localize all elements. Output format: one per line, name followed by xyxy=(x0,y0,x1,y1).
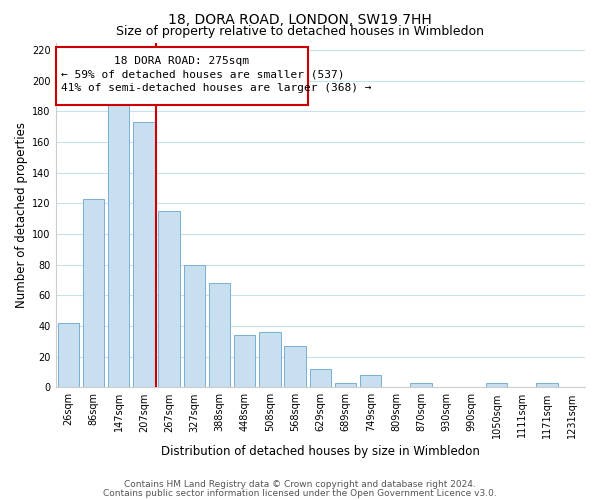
Bar xyxy=(486,382,508,388)
Bar xyxy=(108,106,130,388)
Bar xyxy=(234,335,256,388)
Bar xyxy=(133,122,155,388)
Text: Contains HM Land Registry data © Crown copyright and database right 2024.: Contains HM Land Registry data © Crown c… xyxy=(124,480,476,489)
Bar xyxy=(310,369,331,388)
Bar xyxy=(58,323,79,388)
Bar xyxy=(158,211,180,388)
Text: ← 59% of detached houses are smaller (537): ← 59% of detached houses are smaller (53… xyxy=(61,70,344,80)
X-axis label: Distribution of detached houses by size in Wimbledon: Distribution of detached houses by size … xyxy=(161,444,480,458)
FancyBboxPatch shape xyxy=(56,47,308,106)
Text: Size of property relative to detached houses in Wimbledon: Size of property relative to detached ho… xyxy=(116,25,484,38)
Bar xyxy=(209,283,230,388)
Bar xyxy=(335,382,356,388)
Bar xyxy=(259,332,281,388)
Bar xyxy=(410,382,432,388)
Y-axis label: Number of detached properties: Number of detached properties xyxy=(15,122,28,308)
Bar xyxy=(83,199,104,388)
Text: 18, DORA ROAD, LONDON, SW19 7HH: 18, DORA ROAD, LONDON, SW19 7HH xyxy=(168,12,432,26)
Bar xyxy=(536,382,558,388)
Bar xyxy=(360,375,382,388)
Text: Contains public sector information licensed under the Open Government Licence v3: Contains public sector information licen… xyxy=(103,488,497,498)
Text: 18 DORA ROAD: 275sqm: 18 DORA ROAD: 275sqm xyxy=(115,56,250,66)
Bar xyxy=(184,264,205,388)
Bar xyxy=(284,346,306,388)
Text: 41% of semi-detached houses are larger (368) →: 41% of semi-detached houses are larger (… xyxy=(61,84,371,94)
